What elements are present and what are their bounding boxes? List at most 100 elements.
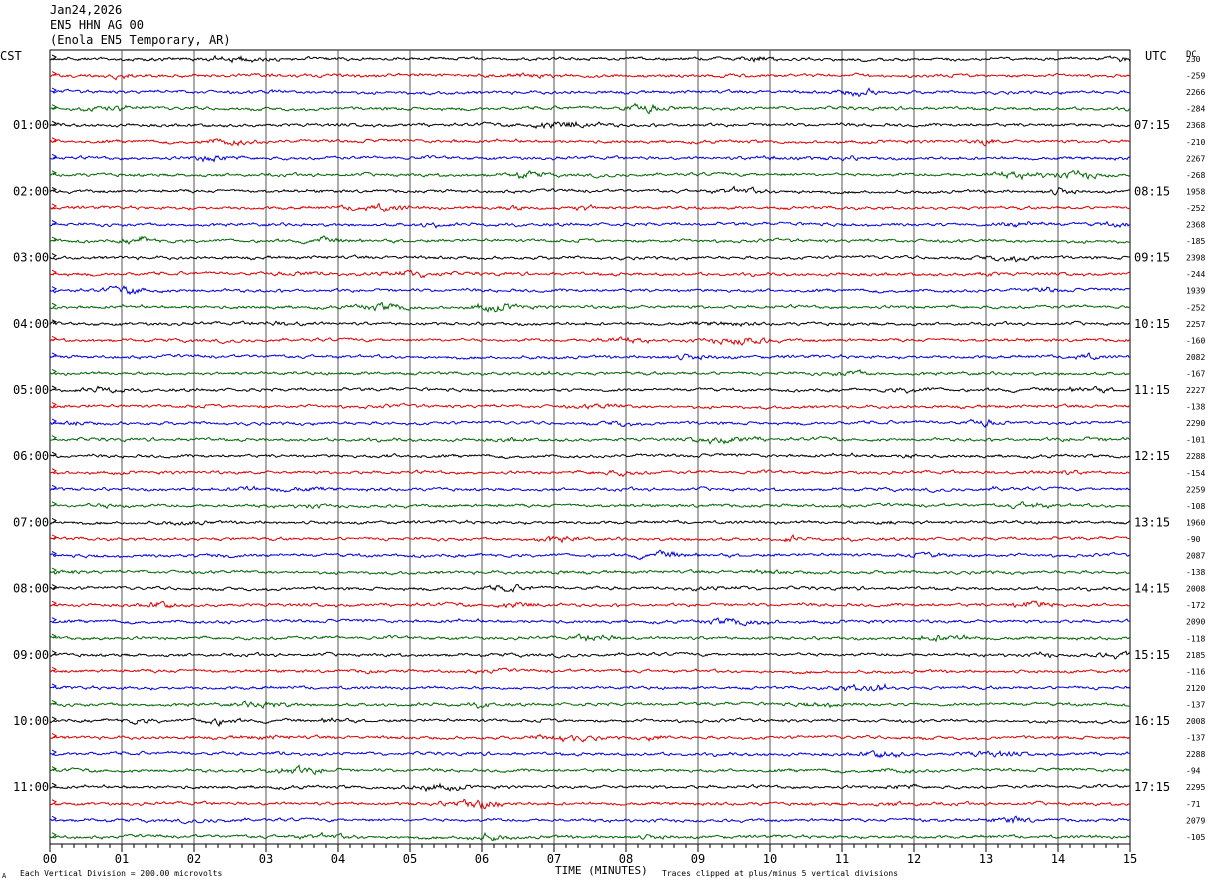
x-tick-label: 12	[907, 852, 921, 866]
dc-offset-label: 2008	[1186, 585, 1205, 594]
dc-offset-label: -101	[1186, 436, 1205, 445]
seismic-trace-line	[49, 485, 1131, 494]
dc-offset-label: 2295	[1186, 783, 1205, 792]
dc-offset-label: -138	[1186, 568, 1205, 577]
trace-start-marker	[51, 584, 57, 590]
trace-start-marker	[51, 633, 57, 639]
seismic-trace-line	[49, 815, 1131, 825]
right-hour-label: 07:15	[1134, 118, 1170, 132]
x-tick-label: 15	[1123, 852, 1137, 866]
dc-offset-label: 2090	[1186, 618, 1205, 627]
dc-offset-label: -138	[1186, 403, 1205, 412]
trace-start-marker	[51, 120, 57, 126]
dc-offset-label: 2368	[1186, 221, 1205, 230]
seismic-trace-line	[49, 633, 1131, 643]
right-hour-label: 16:15	[1134, 714, 1170, 728]
trace-start-marker	[51, 104, 57, 110]
right-hour-label: 15:15	[1134, 648, 1170, 662]
trace-start-marker	[51, 402, 57, 407]
seismic-trace-line	[49, 667, 1131, 675]
right-timezone-label: UTC	[1145, 49, 1167, 63]
trace-start-marker	[51, 501, 57, 507]
seismic-trace-line	[49, 87, 1131, 98]
seismic-trace-line	[49, 202, 1131, 212]
seismic-trace-line	[49, 617, 1131, 627]
seismic-trace-line	[49, 682, 1131, 692]
seismic-trace-line	[49, 385, 1131, 395]
trace-start-marker	[51, 269, 57, 275]
x-tick-label: 13	[979, 852, 993, 866]
trace-start-marker	[51, 551, 57, 556]
date-label: Jan24,2026	[50, 3, 123, 17]
dc-offset-label: 2266	[1186, 88, 1205, 97]
seismic-trace-line	[49, 285, 1131, 296]
seismic-trace-line	[49, 549, 1131, 561]
seismic-trace-line	[49, 320, 1131, 328]
trace-start-marker	[51, 534, 57, 540]
dc-offset-label: -118	[1186, 634, 1205, 643]
trace-start-marker	[51, 815, 57, 821]
dc-offset-label: 2398	[1186, 254, 1205, 263]
seismic-trace-line	[49, 568, 1131, 576]
trace-start-marker	[51, 352, 57, 358]
dc-offset-label: 230	[1186, 55, 1201, 64]
left-hour-label: 02:00	[13, 184, 49, 198]
dc-offset-label: 2288	[1186, 750, 1205, 759]
trace-start-marker	[51, 369, 57, 374]
left-hour-label: 11:00	[13, 780, 49, 794]
left-hour-label: 03:00	[13, 251, 49, 265]
trace-start-marker	[51, 617, 57, 623]
left-hour-label: 01:00	[13, 118, 49, 132]
dc-offset-label: -154	[1186, 469, 1205, 478]
seismic-trace-line	[49, 254, 1131, 263]
seismic-trace-line	[49, 269, 1131, 279]
right-hour-label: 09:15	[1134, 251, 1170, 265]
dc-offset-label: 2259	[1186, 485, 1205, 494]
trace-start-marker	[51, 203, 57, 209]
dc-offset-label: 2227	[1186, 386, 1205, 395]
seismic-trace-line	[49, 169, 1131, 181]
trace-start-marker	[51, 54, 57, 60]
trace-start-marker	[51, 782, 57, 788]
right-hour-label: 17:15	[1134, 780, 1170, 794]
dc-offset-label: -210	[1186, 138, 1205, 147]
trace-start-marker	[51, 683, 57, 689]
grid	[49, 49, 1131, 852]
trace-start-marker	[51, 137, 57, 143]
trace-start-marker	[51, 650, 57, 656]
corner-mark: A	[2, 872, 7, 880]
seismic-trace-line	[49, 519, 1131, 526]
x-axis-title: TIME (MINUTES)	[555, 864, 648, 877]
trace-start-marker	[51, 484, 57, 490]
x-tick-label: 04	[331, 852, 345, 866]
left-hour-label: 05:00	[13, 383, 49, 397]
dc-header-label: DC	[1186, 50, 1197, 60]
seismic-trace-line	[49, 72, 1131, 81]
dc-offset-label: -116	[1186, 667, 1205, 676]
dc-offset-label: 2008	[1186, 717, 1205, 726]
seismic-trace-line	[49, 402, 1131, 411]
dc-offset-label: -71	[1186, 800, 1201, 809]
clip-note: Traces clipped at plus/minus 5 vertical …	[662, 869, 898, 878]
trace-start-marker	[51, 418, 57, 424]
trace-start-marker	[51, 186, 57, 192]
dc-offset-label: 2267	[1186, 154, 1205, 163]
trace-start-marker	[51, 220, 57, 225]
trace-start-marker	[51, 435, 57, 441]
right-hour-label: 12:15	[1134, 449, 1170, 463]
trace-start-marker	[51, 766, 57, 772]
seismic-trace-line	[49, 600, 1131, 609]
trace-start-marker	[51, 716, 57, 722]
x-tick-label: 03	[259, 852, 273, 866]
dc-offset-label: -167	[1186, 369, 1205, 378]
dc-offset-label: 2288	[1186, 452, 1205, 461]
seismic-trace-line	[49, 831, 1131, 842]
axis-labels: 00 01 02 03 04 05 06 07 08 09 10 11 12 13 14 15 230 -259 2…	[13, 55, 1205, 866]
left-hour-label: 04:00	[13, 317, 49, 331]
dc-offset-label: 2079	[1186, 816, 1205, 825]
left-hour-label: 07:00	[13, 515, 49, 529]
trace-start-marker	[51, 733, 57, 738]
dc-offset-label: 2290	[1186, 419, 1205, 428]
trace-start-marker	[51, 253, 57, 259]
